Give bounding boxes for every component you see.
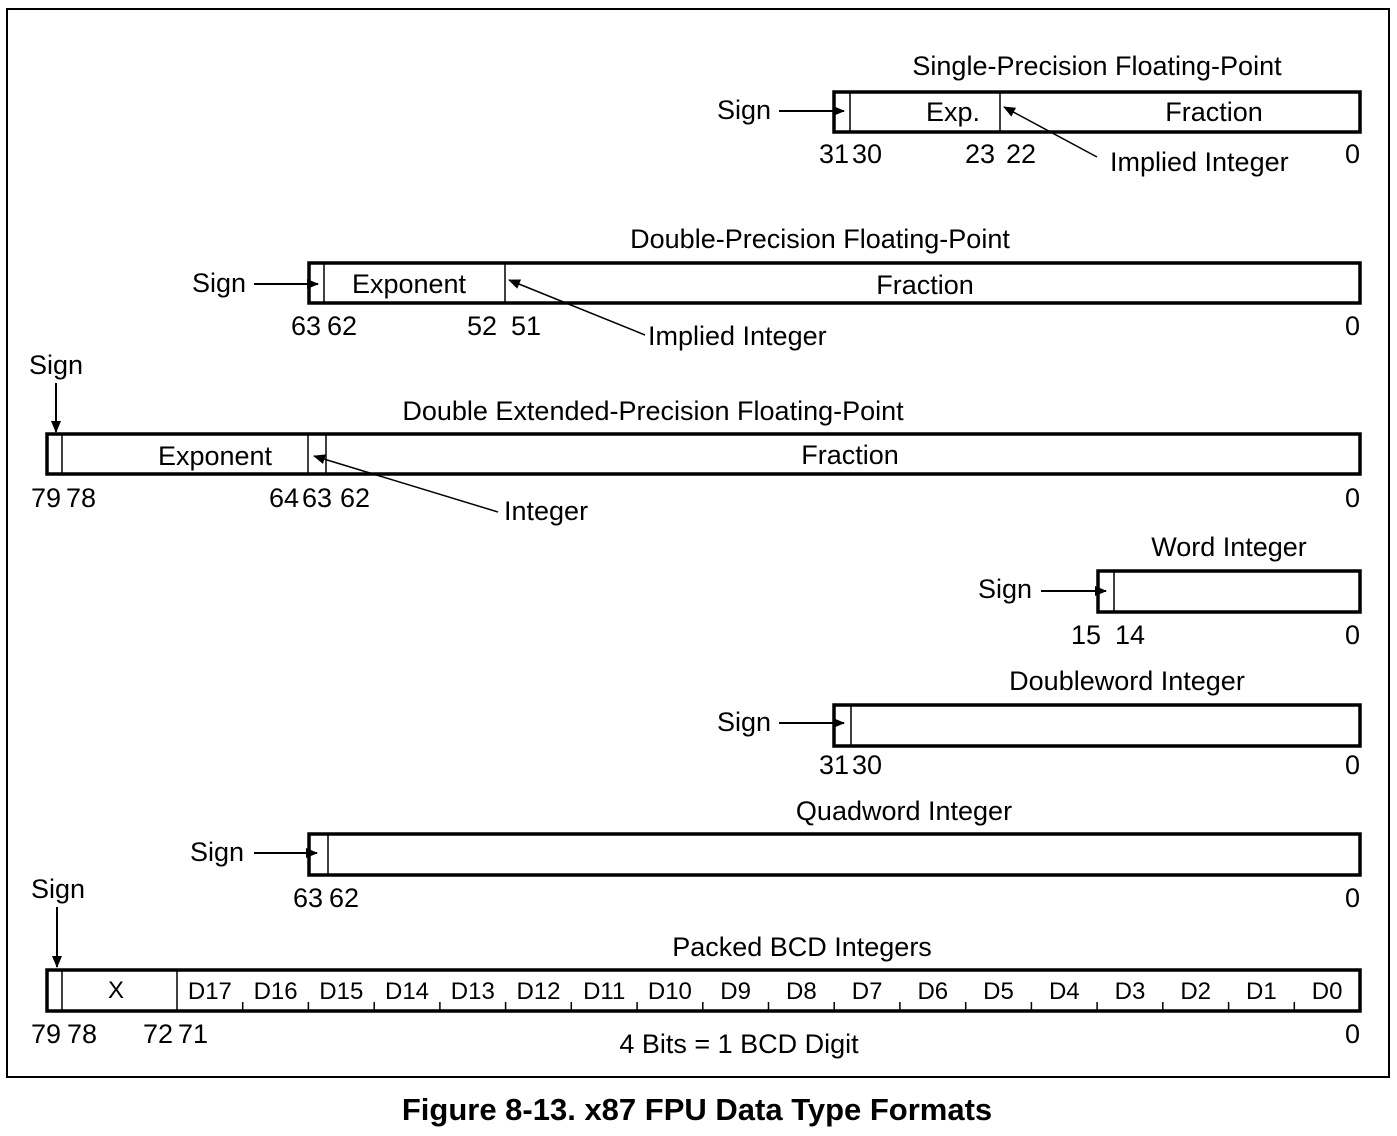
double-implied-arrow (508, 279, 646, 336)
bcd-digit-label: D2 (1180, 978, 1211, 1005)
word-integer-format: Word Integer Sign 15 14 0 (978, 532, 1362, 650)
extended-bit-78: 78 (66, 483, 96, 513)
word-field-box (1096, 569, 1362, 614)
single-bit-23: 23 (965, 139, 995, 169)
figure-caption: Figure 8-13. x87 FPU Data Type Formats (402, 1092, 992, 1127)
bcd-x-label: X (108, 977, 124, 1004)
double-bit-0: 0 (1345, 311, 1360, 341)
extended-field-box (45, 432, 1362, 476)
double-bit-52: 52 (467, 311, 497, 341)
doubleword-integer-format: Doubleword Integer Sign 31 30 0 (717, 666, 1362, 780)
word-bit-0: 0 (1345, 620, 1360, 650)
bcd-digit-label: D8 (786, 978, 817, 1005)
single-bit-22: 22 (1006, 139, 1036, 169)
double-bit-51: 51 (511, 311, 541, 341)
bcd-digit-label: D6 (917, 978, 948, 1005)
bcd-digit-label: D10 (648, 978, 692, 1005)
double-sign-label: Sign (192, 268, 246, 298)
double-precision-format: Double-Precision Floating-Point Exponent… (192, 224, 1362, 351)
extended-bit-62: 62 (340, 483, 370, 513)
extended-sign-label: Sign (29, 350, 83, 380)
double-title: Double-Precision Floating-Point (630, 224, 1010, 254)
bcd-note: 4 Bits = 1 BCD Digit (619, 1029, 859, 1059)
bcd-bit-72: 72 (143, 1019, 173, 1049)
bcd-digit-label: D5 (983, 978, 1014, 1005)
bcd-digit-label: D11 (583, 978, 625, 1005)
single-bit-0: 0 (1345, 139, 1360, 169)
bcd-digit-label: D17 (188, 978, 232, 1005)
double-field-box (307, 261, 1362, 305)
extended-fraction-label: Fraction (801, 440, 899, 470)
bcd-bit-78: 78 (67, 1019, 97, 1049)
dword-field-box (832, 703, 1362, 748)
packed-bcd-format: Sign Packed BCD Integers X D17 D16 D15 D14 D… (31, 874, 1362, 1059)
bcd-digit-label: D13 (451, 978, 495, 1005)
single-precision-format: Single-Precision Floating-Point Exp. Fra… (717, 51, 1362, 177)
extended-integer-label: Integer (504, 496, 588, 526)
single-fraction-label: Fraction (1165, 97, 1263, 127)
word-sign-label: Sign (978, 574, 1032, 604)
bcd-digit-fields: D17 D16 D15 D14 D13 D12 D11 D10 D9 D8 D7 D6 D5 D4 D3 D2… (188, 978, 1343, 1011)
bcd-digit-label: D4 (1049, 978, 1080, 1005)
single-sign-label: Sign (717, 95, 771, 125)
bcd-digit-label: D0 (1312, 978, 1343, 1005)
dword-bit-0: 0 (1345, 750, 1360, 780)
bcd-digit-label: D12 (516, 978, 560, 1005)
word-bit-15: 15 (1071, 620, 1101, 650)
extended-precision-format: Sign Double Extended-Precision Floating-… (29, 350, 1362, 526)
extended-bit-64: 64 (269, 483, 299, 513)
single-implied-arrow (1003, 106, 1098, 158)
extended-integer-arrow (313, 454, 499, 513)
bcd-sign-label: Sign (31, 874, 85, 904)
qword-title: Quadword Integer (796, 796, 1012, 826)
bcd-digit-label: D9 (720, 978, 751, 1005)
double-bit-62: 62 (327, 311, 357, 341)
qword-field-box (307, 832, 1362, 877)
double-fraction-label: Fraction (876, 270, 974, 300)
dword-sign-label: Sign (717, 707, 771, 737)
dword-bit-31: 31 (819, 750, 849, 780)
dword-title: Doubleword Integer (1009, 666, 1245, 696)
single-implied-label: Implied Integer (1110, 147, 1289, 177)
quadword-integer-format: Quadword Integer Sign 63 62 0 (190, 796, 1362, 913)
single-field-box (832, 90, 1362, 134)
bcd-digit-label: D1 (1246, 978, 1277, 1005)
qword-sign-label: Sign (190, 837, 244, 867)
double-implied-label: Implied Integer (648, 321, 827, 351)
dword-bit-30: 30 (852, 750, 882, 780)
extended-exp-label: Exponent (158, 441, 273, 471)
bcd-digit-label: D3 (1115, 978, 1146, 1005)
bcd-digit-label: D14 (385, 978, 429, 1005)
single-title: Single-Precision Floating-Point (912, 51, 1282, 81)
word-title: Word Integer (1151, 532, 1307, 562)
double-exp-label: Exponent (352, 269, 467, 299)
bcd-digit-label: D15 (319, 978, 363, 1005)
bcd-bit-0: 0 (1345, 1019, 1360, 1049)
single-bit-30: 30 (852, 139, 882, 169)
qword-bit-0: 0 (1345, 883, 1360, 913)
extended-bit-0: 0 (1345, 483, 1360, 513)
extended-title: Double Extended-Precision Floating-Point (402, 396, 904, 426)
extended-bit-79: 79 (31, 483, 61, 513)
bcd-digit-label: D16 (254, 978, 298, 1005)
qword-bit-63: 63 (293, 883, 323, 913)
single-exp-label: Exp. (926, 97, 980, 127)
single-bit-31: 31 (819, 139, 849, 169)
double-bit-63: 63 (291, 311, 321, 341)
figure-frame (6, 8, 1390, 1078)
bcd-bit-79: 79 (31, 1019, 61, 1049)
bcd-bit-71: 71 (178, 1019, 208, 1049)
extended-bit-63: 63 (302, 483, 332, 513)
word-bit-14: 14 (1115, 620, 1145, 650)
bcd-digit-label: D7 (852, 978, 883, 1005)
bcd-title: Packed BCD Integers (672, 932, 932, 962)
qword-bit-62: 62 (329, 883, 359, 913)
